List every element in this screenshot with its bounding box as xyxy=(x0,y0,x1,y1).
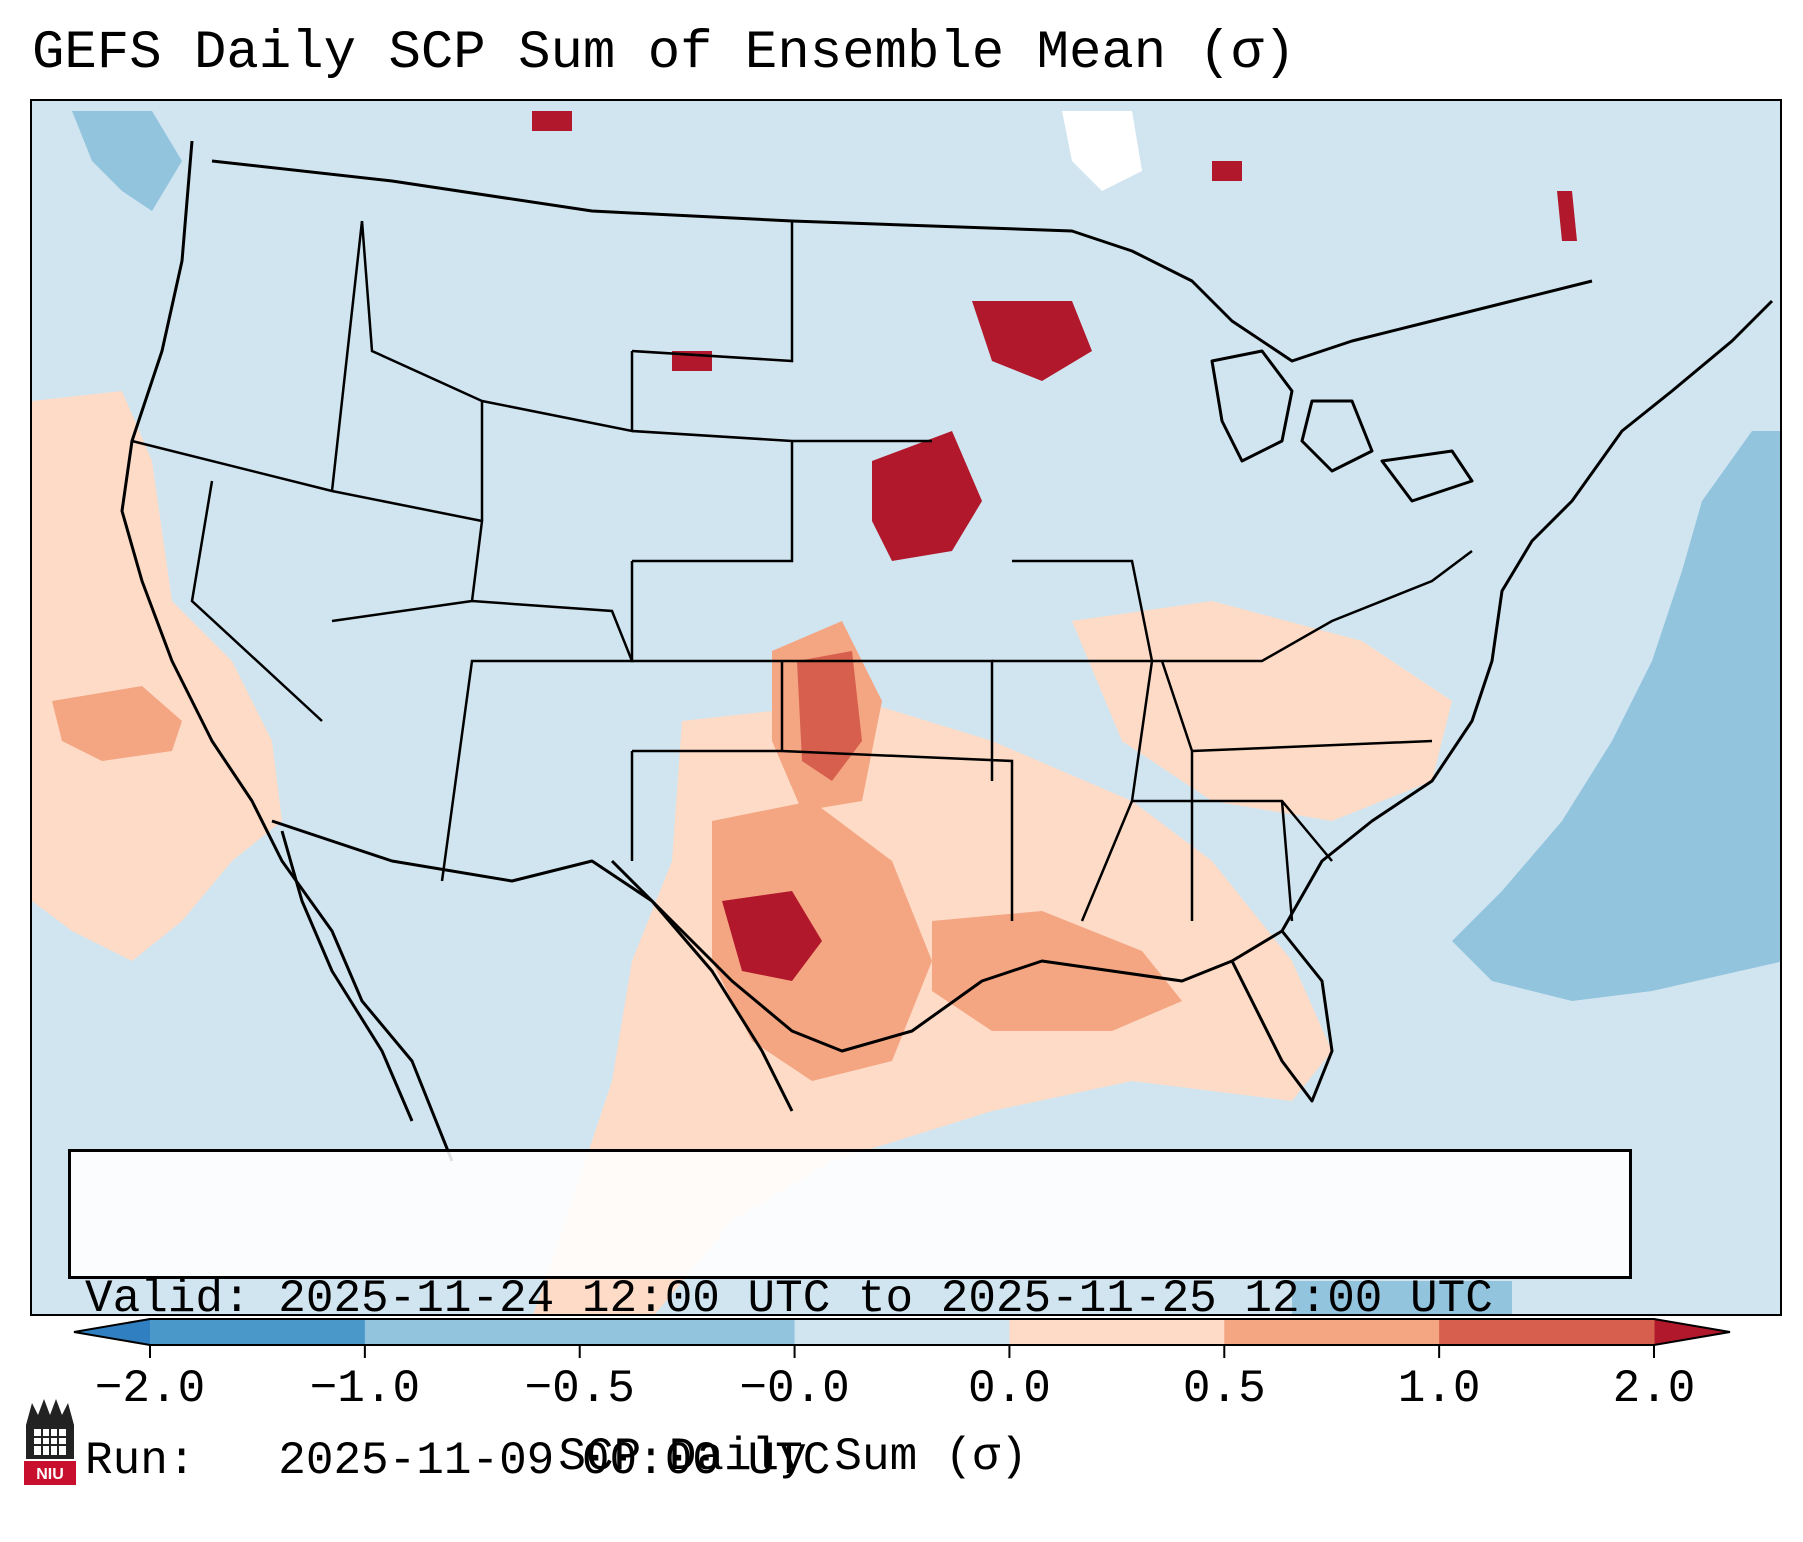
map-panel xyxy=(30,99,1782,1316)
colorbar xyxy=(73,1318,1731,1358)
niu-logo: NIU xyxy=(24,1399,76,1485)
colorbar-segment xyxy=(794,1319,1010,1345)
chart-title: GEFS Daily SCP Sum of Ensemble Mean (σ) xyxy=(32,23,1296,84)
niu-logo-band xyxy=(24,1461,76,1485)
colorbar-tick-label: −0.5 xyxy=(524,1363,635,1415)
colorbar-extend-min xyxy=(74,1319,150,1345)
baja-peninsula xyxy=(280,830,414,1122)
valid-run-info-box: Valid: 2025-11-24 12:00 UTC to 2025-11-2… xyxy=(68,1149,1632,1487)
east-coast xyxy=(1280,299,1774,932)
anomaly-positive-west-coast xyxy=(32,391,282,961)
run-time-text: Run: 2025-11-09 00:00 UTC xyxy=(85,1435,831,1487)
colorbar-segment xyxy=(364,1319,581,1345)
colorbar-tick-label: −1.0 xyxy=(309,1363,421,1415)
anomaly-moderate-california xyxy=(52,686,182,761)
coastlines xyxy=(120,140,1774,1162)
colorbar-outline xyxy=(73,1318,1731,1346)
state-borders xyxy=(131,220,1473,922)
colorbar-tick-label: 2.0 xyxy=(1612,1363,1696,1415)
colorbar-segment xyxy=(1439,1319,1655,1345)
west-coast xyxy=(120,140,454,1162)
anomaly-strong-kansas xyxy=(797,651,862,781)
colorbar-label: SCP Daily Sum (σ) xyxy=(558,1431,1028,1483)
gulf-coast xyxy=(610,859,1334,1103)
colorbar-tick-label: 0.5 xyxy=(1182,1363,1266,1415)
scp-map xyxy=(32,101,1780,1314)
anomaly-strong-minnesota xyxy=(972,301,1092,381)
state-lines-west xyxy=(131,220,634,882)
great-lakes xyxy=(1210,349,1474,503)
us-canada-border xyxy=(211,159,1593,363)
colorbar-tick-label: 1.0 xyxy=(1397,1363,1481,1415)
colorbar-segment xyxy=(1009,1319,1225,1345)
anomaly-negative-gulf xyxy=(1292,1281,1512,1314)
anomaly-strong-west-texas xyxy=(722,891,822,981)
state-lines-central xyxy=(630,221,1014,921)
colorbar-tick-label: −2.0 xyxy=(94,1363,206,1415)
colorbar-extend-max xyxy=(1654,1319,1730,1345)
anomaly-moderate-louisiana xyxy=(932,911,1182,1031)
state-lines-east xyxy=(992,550,1473,922)
colorbar-segment xyxy=(150,1319,366,1345)
us-mexico-border xyxy=(271,819,794,1112)
colorbar-segment xyxy=(1224,1319,1440,1345)
anomaly-strong-dakotas xyxy=(872,431,982,561)
niu-logo-text: NIU xyxy=(36,1466,64,1483)
colorbar-tick-label: −0.0 xyxy=(739,1363,850,1415)
anomaly-positive-ohio-valley xyxy=(1072,601,1452,821)
valid-time-text: Valid: 2025-11-24 12:00 UTC to 2025-11-2… xyxy=(85,1273,1493,1325)
colorbar-tick-label: 0.0 xyxy=(968,1363,1051,1415)
colorbar-segment xyxy=(579,1319,796,1345)
anomaly-white-canada xyxy=(1062,111,1142,191)
anomaly-negative-nw xyxy=(72,111,182,211)
anomaly-negative-atlantic xyxy=(1452,431,1780,1001)
